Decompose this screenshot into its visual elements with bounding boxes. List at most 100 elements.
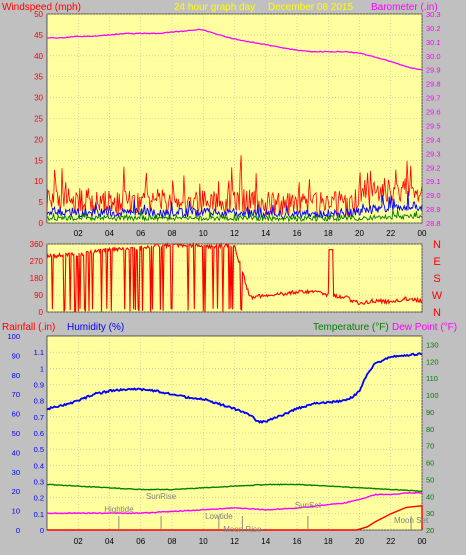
wind-x-tick-label: 10 bbox=[199, 229, 208, 238]
rainfall-outer-tick-label: 20 bbox=[12, 487, 20, 496]
humidity-inner-tick-label: 1.1 bbox=[34, 348, 44, 357]
humidity-x-tick-label: 10 bbox=[199, 537, 208, 546]
windspeed-average-line bbox=[46, 190, 423, 220]
rainfall-outer-tick-label: 100 bbox=[7, 332, 20, 341]
humidity-inner-tick-label: 0 bbox=[40, 526, 44, 535]
compass-label: W bbox=[432, 290, 443, 302]
wind-left-tick-label: 0 bbox=[39, 219, 44, 228]
humidity-inner-tick-label: 0.7 bbox=[34, 413, 44, 422]
date-label: December 08 2015 bbox=[268, 2, 353, 13]
barometer-tick-label: 29.0 bbox=[426, 191, 441, 200]
wind-x-tick-label: 14 bbox=[261, 229, 270, 238]
direction-tick-label: 0 bbox=[39, 308, 44, 317]
rainfall-outer-tick-label: 0 bbox=[16, 526, 20, 535]
temperature-tick-label: 100 bbox=[426, 391, 439, 400]
humidity-inner-tick-label: 0.4 bbox=[34, 461, 44, 470]
wind-x-tick-label: 08 bbox=[168, 229, 177, 238]
rainfall-outer-tick-label: 30 bbox=[12, 468, 20, 477]
temperature-tick-label: 40 bbox=[426, 492, 434, 501]
data-layer bbox=[46, 28, 423, 531]
compass-label: E bbox=[433, 256, 440, 268]
rainfall-outer-tick-label: 10 bbox=[12, 507, 20, 516]
barometer-tick-label: 29.4 bbox=[426, 135, 441, 144]
event-label: Lowtide bbox=[205, 512, 233, 521]
rainfall-axis-title: Rainfall (.in) bbox=[2, 322, 55, 333]
barometer-axis-title: Barometer (.in) bbox=[371, 2, 438, 13]
temperature-tick-label: 90 bbox=[426, 408, 434, 417]
rainfall-outer-tick-label: 60 bbox=[12, 410, 20, 419]
barometer-tick-label: 30.2 bbox=[426, 24, 441, 33]
direction-tick-label: 90 bbox=[34, 291, 43, 300]
barometer-tick-label: 28.8 bbox=[426, 219, 441, 228]
temperature-tick-label: 60 bbox=[426, 459, 434, 468]
wind-left-tick-label: 25 bbox=[34, 115, 43, 124]
temperature-tick-label: 120 bbox=[426, 357, 439, 366]
dewpoint-axis-title: Dew Point (°F) bbox=[392, 322, 457, 333]
humidity-x-tick-label: 20 bbox=[355, 537, 364, 546]
wind-left-tick-label: 5 bbox=[39, 198, 44, 207]
temperature-tick-label: 30 bbox=[426, 509, 434, 518]
windspeed-gust-line bbox=[46, 155, 423, 218]
event-label: SunSet bbox=[295, 501, 322, 510]
rainfall-outer-tick-label: 80 bbox=[12, 371, 20, 380]
wind-x-tick-label: 00 bbox=[418, 229, 427, 238]
barometer-tick-label: 30.0 bbox=[426, 52, 441, 61]
temperature-line bbox=[46, 483, 423, 493]
wind-direction-line bbox=[46, 241, 423, 313]
event-label: Moon Set bbox=[394, 516, 429, 525]
barometer-tick-label: 29.3 bbox=[426, 149, 441, 158]
humidity-x-tick-label: 08 bbox=[168, 537, 177, 546]
barometer-tick-label: 30.3 bbox=[426, 10, 441, 19]
wind-x-tick-label: 04 bbox=[105, 229, 114, 238]
wind-left-tick-label: 50 bbox=[34, 10, 43, 19]
humidity-inner-tick-label: 0.3 bbox=[34, 478, 44, 487]
barometer-tick-label: 30.1 bbox=[426, 38, 441, 47]
barometer-tick-label: 28.9 bbox=[426, 205, 441, 214]
humidity-inner-tick-label: 0.1 bbox=[34, 510, 44, 519]
humidity-x-tick-label: 12 bbox=[230, 537, 239, 546]
event-label: Moon Rise bbox=[223, 525, 262, 534]
rainfall-outer-tick-label: 90 bbox=[12, 351, 20, 360]
windspeed-low-line bbox=[46, 209, 423, 223]
rainfall-line bbox=[47, 505, 423, 531]
barometer-tick-label: 29.1 bbox=[426, 177, 441, 186]
humidity-inner-tick-label: 0.5 bbox=[34, 445, 44, 454]
wind-x-tick-label: 12 bbox=[230, 229, 239, 238]
humidity-x-tick-label: 04 bbox=[105, 537, 114, 546]
rainfall-outer-tick-label: 50 bbox=[12, 429, 20, 438]
rainfall-outer-tick-label: 70 bbox=[12, 390, 20, 399]
humidity-line bbox=[46, 352, 423, 424]
wind-left-tick-label: 35 bbox=[34, 73, 43, 82]
wind-x-tick-label: 22 bbox=[386, 229, 395, 238]
barometer-line bbox=[46, 28, 423, 71]
direction-tick-label: 180 bbox=[30, 274, 44, 283]
wind-left-tick-label: 15 bbox=[34, 156, 43, 165]
temperature-tick-label: 70 bbox=[426, 442, 434, 451]
wind-x-tick-label: 20 bbox=[355, 229, 364, 238]
direction-tick-label: 360 bbox=[30, 240, 44, 249]
wind-x-tick-label: 06 bbox=[136, 229, 145, 238]
humidity-inner-tick-label: 0.8 bbox=[34, 397, 44, 406]
event-label: Hightide bbox=[104, 505, 134, 514]
temperature-axis-title: Temperature (°F) bbox=[313, 322, 389, 333]
humidity-x-tick-label: 02 bbox=[74, 537, 83, 546]
wind-left-tick-label: 40 bbox=[34, 52, 43, 61]
humidity-x-tick-label: 18 bbox=[324, 537, 333, 546]
compass-label: N bbox=[433, 307, 441, 319]
rainfall-outer-tick-label: 40 bbox=[12, 448, 20, 457]
wind-x-tick-label: 18 bbox=[324, 229, 333, 238]
temperature-tick-label: 110 bbox=[426, 374, 438, 383]
humidity-axis-title: Humidity (%) bbox=[67, 322, 124, 333]
barometer-tick-label: 29.6 bbox=[426, 108, 441, 117]
barometer-tick-label: 29.5 bbox=[426, 121, 441, 130]
wind-left-tick-label: 20 bbox=[34, 135, 43, 144]
humidity-inner-tick-label: 1 bbox=[40, 364, 44, 373]
humidity-x-tick-label: 16 bbox=[293, 537, 302, 546]
compass-label: N bbox=[433, 239, 441, 251]
dewpoint-line bbox=[46, 491, 423, 515]
wind-left-tick-label: 30 bbox=[34, 94, 43, 103]
axes-layer: 0510152025303540455028.828.929.029.129.2… bbox=[7, 10, 442, 546]
barometer-tick-label: 29.2 bbox=[426, 163, 441, 172]
